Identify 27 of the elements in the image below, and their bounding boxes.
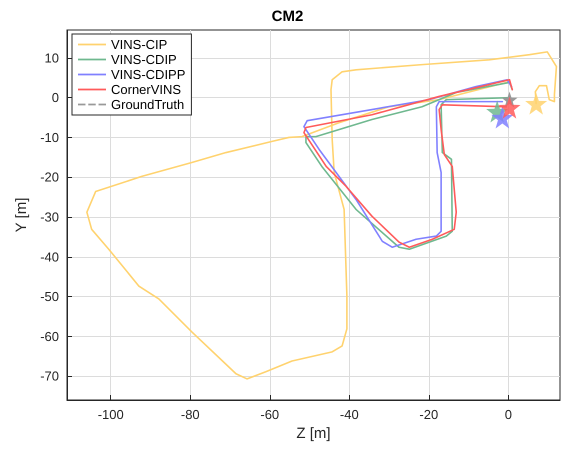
x-tick-label: -40 [340,407,359,422]
x-tick-label: 0 [504,407,512,422]
legend-label: CornerVINS [111,82,182,97]
legend-label: GroundTruth [111,97,184,112]
chart-title: CM2 [272,8,304,25]
y-tick-label: -60 [40,328,59,344]
y-tick-label: -70 [40,368,59,384]
legend-label: VINS-CDIP [111,52,177,67]
y-axis-title: Y [m] [13,198,30,232]
x-axis-title: Z [m] [296,425,331,442]
point [498,96,521,119]
x-tick-label: -60 [260,407,280,422]
x-tick-label: -80 [180,407,200,422]
y-tick-label: -10 [40,130,59,145]
y-tick-label: -30 [40,209,59,224]
x-tick-label: -100 [98,407,124,422]
y-tick-label: 10 [44,50,59,66]
point [491,106,514,129]
y-tick-label: -20 [40,170,59,185]
line-series [86,51,558,380]
legend-label: VINS-CDIPP [111,67,186,82]
point [525,92,548,115]
x-tick-label: -20 [419,407,438,422]
legend-label: VINS-CIP [111,37,168,52]
y-tick-label: -50 [40,289,59,304]
y-tick-label: 0 [52,90,59,106]
y-tick-label: -40 [40,249,59,264]
